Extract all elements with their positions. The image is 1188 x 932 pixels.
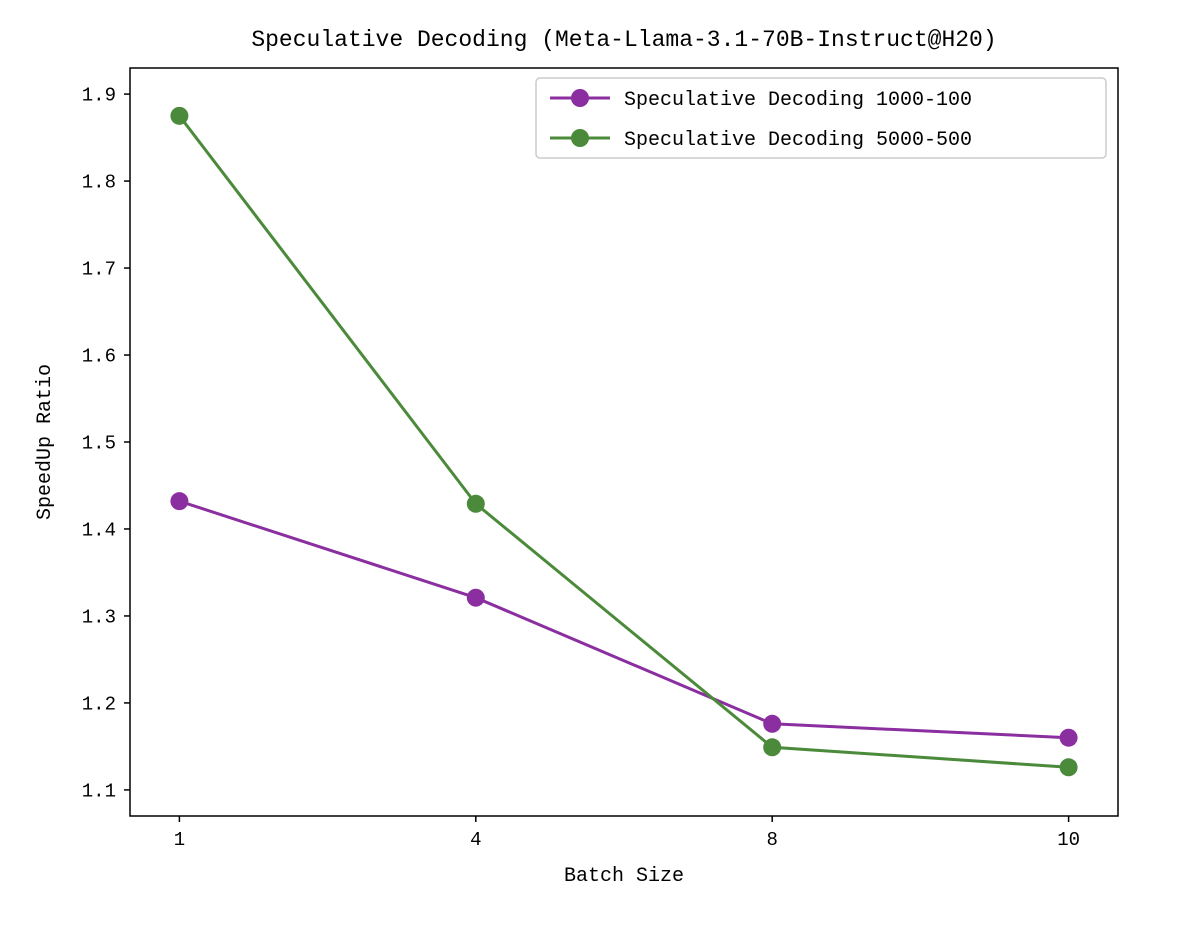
y-axis-label: SpeedUp Ratio <box>34 364 57 520</box>
plot-border <box>130 68 1118 816</box>
x-tick-label: 8 <box>766 829 777 851</box>
legend-label-1: Speculative Decoding 5000-500 <box>624 129 972 152</box>
y-tick-label: 1.2 <box>82 694 116 716</box>
y-tick-label: 1.6 <box>82 346 116 368</box>
series-marker-1 <box>170 107 188 125</box>
legend: Speculative Decoding 1000-100 Speculative… <box>536 78 1106 158</box>
x-tick-label: 10 <box>1057 829 1080 851</box>
x-tick-label: 1 <box>174 829 185 851</box>
x-tick-label: 4 <box>470 829 481 851</box>
series-marker-1 <box>1060 758 1078 776</box>
series-marker-0 <box>1060 729 1078 747</box>
series-marker-0 <box>763 715 781 733</box>
chart-title: Speculative Decoding (Meta-Llama-3.1-70B… <box>251 27 996 53</box>
y-tick-label: 1.5 <box>82 433 116 455</box>
series-marker-0 <box>467 589 485 607</box>
legend-label-0: Speculative Decoding 1000-100 <box>624 89 972 112</box>
legend-marker-1 <box>571 129 589 147</box>
x-axis-label: Batch Size <box>564 865 684 888</box>
y-tick-label: 1.7 <box>82 259 116 281</box>
series-marker-1 <box>467 495 485 513</box>
y-tick-label: 1.9 <box>82 85 116 107</box>
y-tick-label: 1.3 <box>82 607 116 629</box>
chart-container: 1 4 8 10 1.1 1.2 1.3 1.4 1.5 1.6 1.7 1.8 1.9 Speculat… <box>0 0 1188 932</box>
y-tick-label: 1.1 <box>82 781 116 803</box>
line-chart-svg: 1 4 8 10 1.1 1.2 1.3 1.4 1.5 1.6 1.7 1.8 1.9 Speculat… <box>0 0 1188 932</box>
legend-marker-0 <box>571 89 589 107</box>
y-tick-label: 1.4 <box>82 520 116 542</box>
y-tick-label: 1.8 <box>82 172 116 194</box>
series-line-1 <box>179 116 1068 767</box>
series-marker-0 <box>170 492 188 510</box>
series-marker-1 <box>763 738 781 756</box>
series-line-0 <box>179 501 1068 738</box>
